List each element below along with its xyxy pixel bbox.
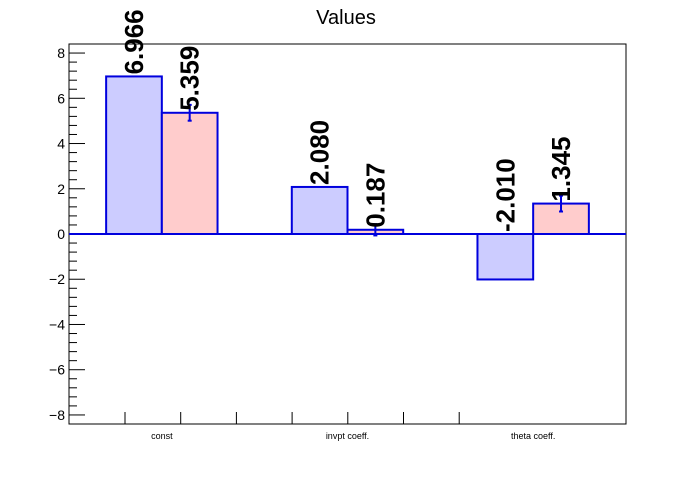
y-tick-label: −4: [49, 316, 65, 332]
value-label: 6.966: [119, 9, 149, 74]
y-tick-label: −2: [49, 271, 65, 287]
y-tick-label: 4: [57, 136, 65, 152]
value-label: -2.010: [490, 158, 520, 232]
labels: 6.966 2.080 -2.010 5.359 0.187 1.345: [119, 9, 576, 232]
bar: [476, 233, 535, 281]
y-tick-label: −6: [49, 362, 65, 378]
bar: [105, 75, 163, 235]
bar: [290, 185, 349, 235]
y-tick-label: −8: [49, 407, 65, 423]
chart-title: Values: [316, 7, 376, 29]
value-label: 2.080: [305, 120, 335, 185]
value-label: 1.345: [546, 136, 576, 201]
y-tick-label: 6: [57, 90, 65, 106]
y-tick-label: 8: [57, 45, 65, 61]
y-tick-label: 0: [57, 226, 65, 242]
y-tick-label: 2: [57, 181, 65, 197]
value-label: 0.187: [360, 163, 390, 228]
bar: [160, 111, 219, 235]
x-category-label: const: [151, 431, 173, 441]
bars: [69, 75, 626, 281]
x-category-label: invpt coeff.: [326, 431, 369, 441]
value-label: 5.359: [175, 46, 205, 111]
x-category-label: theta coeff.: [511, 431, 555, 441]
